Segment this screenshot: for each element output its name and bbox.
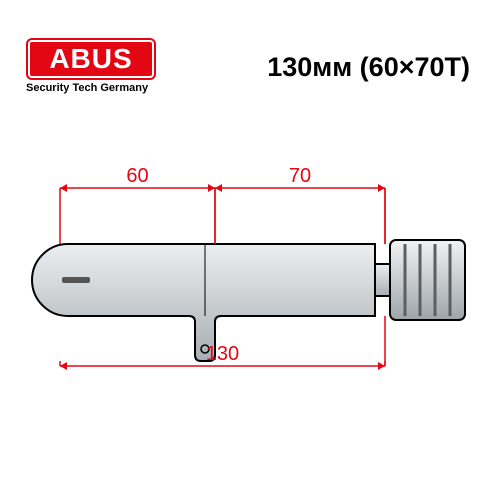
brand-logo: ABUS Security Tech Germany	[26, 38, 156, 94]
svg-text:60: 60	[126, 165, 148, 187]
cylinder-dimension-diagram: 60 70 130	[0, 130, 500, 390]
logo-badge: ABUS	[26, 38, 156, 80]
logo-brand-text: ABUS	[49, 43, 132, 75]
cylinder-body	[32, 240, 465, 361]
logo-tagline: Security Tech Germany	[26, 82, 156, 94]
product-size-label: 130мм (60×70T)	[267, 52, 470, 83]
svg-text:130: 130	[206, 343, 239, 365]
svg-text:70: 70	[289, 165, 311, 187]
